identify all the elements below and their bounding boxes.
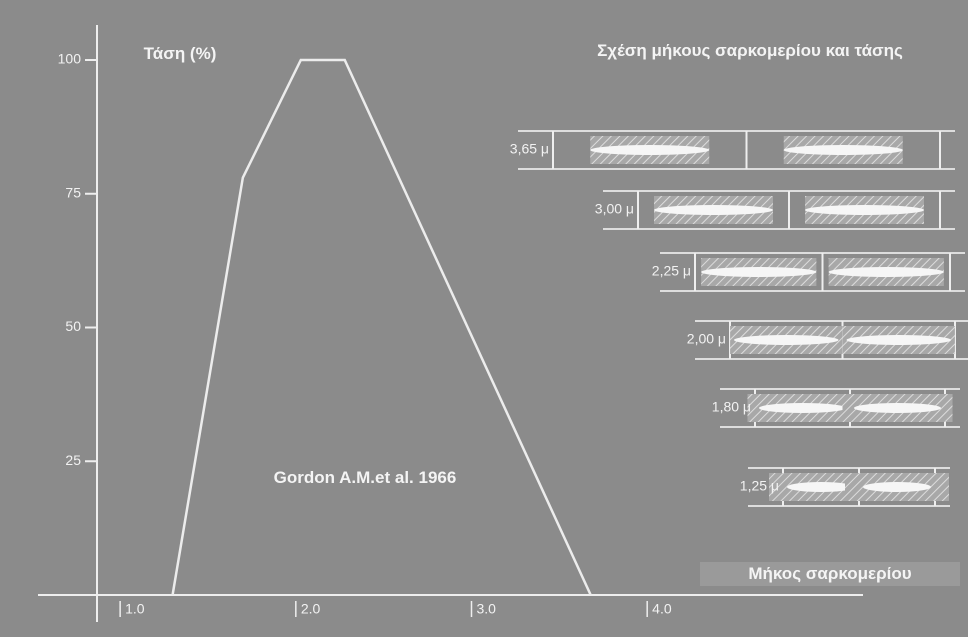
sarcomere: 2,25 μ [652, 253, 965, 291]
sarcomere: 3,65 μ [510, 131, 955, 169]
chart: 25 50 75 100 1.0 2.0 3.0 4.0 3,65 μ 3,00 μ 2,25 μ 2… [0, 0, 968, 637]
thin-filament [759, 403, 846, 413]
thin-filament [734, 335, 839, 345]
sarcomere: 1,80 μ [712, 389, 960, 427]
thin-filament [590, 145, 709, 155]
thin-filament [847, 335, 952, 345]
x-tick-label: 3.0 [477, 601, 497, 617]
y-tick-label: 50 [65, 318, 81, 334]
thin-filament [829, 267, 944, 277]
annotation: Gordon A.M.et al. 1966 [215, 468, 515, 488]
sarcomere-label: 2,00 μ [687, 331, 726, 347]
x-axis-label: Μήκος σαρκομερίου [700, 562, 960, 586]
thin-filament [787, 482, 855, 492]
sarcomere-label: 1,80 μ [712, 399, 751, 415]
page: 25 50 75 100 1.0 2.0 3.0 4.0 3,65 μ 3,00 μ 2,25 μ 2… [0, 0, 968, 637]
y-axis-label: Τάση (%) [135, 42, 225, 66]
y-tick-label: 25 [65, 452, 81, 468]
sarcomere-label: 3,00 μ [595, 201, 634, 217]
thin-filament [854, 403, 941, 413]
thin-filament [654, 205, 773, 215]
y-tick-label: 100 [58, 51, 82, 67]
x-tick-label: 2.0 [301, 601, 321, 617]
thin-filament [805, 205, 924, 215]
sarcomere: 1,25 μ [740, 468, 950, 506]
sarcomere: 2,00 μ [687, 321, 968, 359]
thin-filament [784, 145, 903, 155]
sarcomere-label: 3,65 μ [510, 141, 549, 157]
y-tick-label: 75 [65, 184, 81, 200]
thin-filament [701, 267, 816, 277]
chart-title: Σχέση μήκους σαρκομερίου και τάσης [580, 38, 920, 64]
x-tick-label: 4.0 [652, 601, 672, 617]
sarcomere: 3,00 μ [595, 191, 955, 229]
sarcomere-label: 1,25 μ [740, 478, 779, 494]
thin-filament [863, 482, 931, 492]
sarcomere-label: 2,25 μ [652, 263, 691, 279]
x-tick-label: 1.0 [125, 601, 145, 617]
